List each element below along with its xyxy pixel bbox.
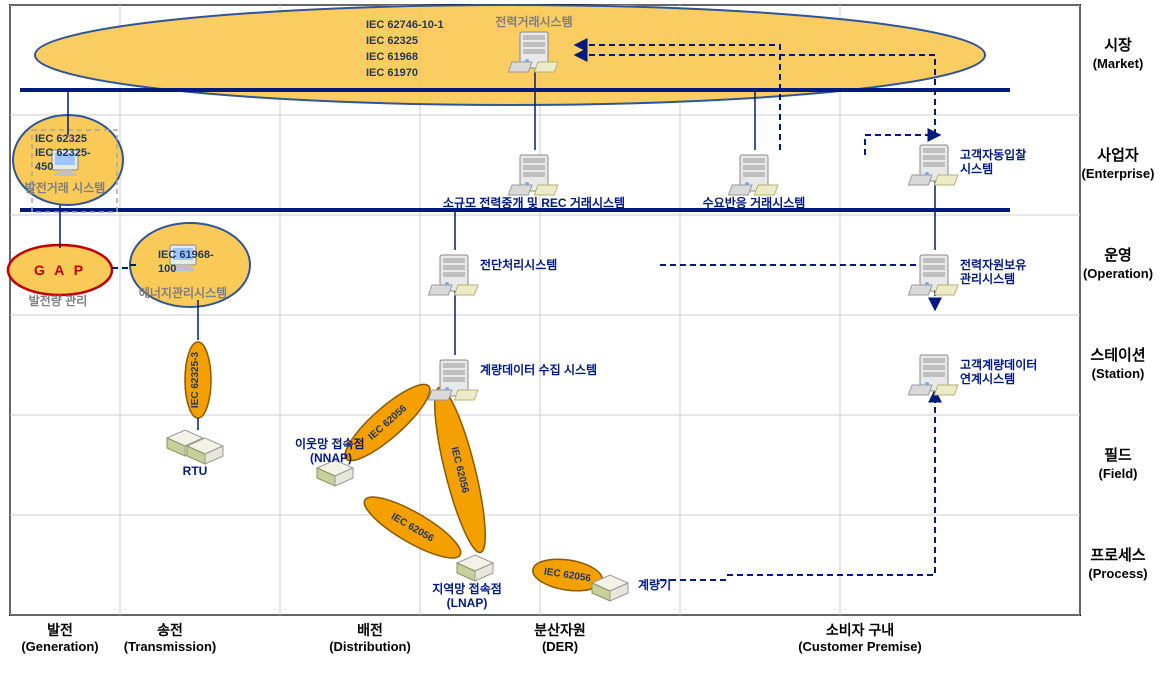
row-label-en: (Field) bbox=[1099, 466, 1138, 481]
server-label: 고객계량데이터 bbox=[960, 357, 1037, 372]
svg-text:IEC 62325-3: IEC 62325-3 bbox=[190, 351, 201, 408]
col-label-en: (Generation) bbox=[21, 639, 98, 654]
meter-label: 계량기 bbox=[638, 577, 671, 592]
nnap-label2: (NNAP) bbox=[310, 451, 352, 465]
server-cust_bid: 고객자동입찰시스템 bbox=[908, 145, 1026, 185]
enterprise-iec-line: IEC 62325- bbox=[35, 147, 91, 159]
energy-mgmt-label: 에너지관리시스템 bbox=[139, 285, 227, 300]
market-iec-line: IEC 62746-10-1 bbox=[366, 19, 444, 31]
row-label: 스테이션 bbox=[1090, 347, 1145, 364]
row-label: 운영 bbox=[1104, 246, 1132, 264]
gen-trade-label: 발전거래 시스템 bbox=[25, 180, 106, 195]
row-label: 필드 bbox=[1104, 446, 1132, 464]
row-label-en: (Process) bbox=[1088, 566, 1147, 581]
row-label: 사업자 bbox=[1097, 147, 1139, 164]
lnap-label2: (LNAP) bbox=[447, 596, 488, 610]
operation-iec-line: 100 bbox=[158, 263, 176, 275]
col-label-en: (DER) bbox=[542, 639, 578, 654]
operation-iec-line: IEC 61968- bbox=[158, 249, 214, 261]
server-res_mgmt: 전력자원보유관리시스템 bbox=[908, 255, 1026, 295]
col-label-en: (Transmission) bbox=[124, 639, 216, 654]
rtu-node: RTU bbox=[167, 430, 223, 478]
col-label-en: (Customer Premise) bbox=[798, 639, 922, 654]
lnap-node: 지역망 접속점(LNAP) bbox=[432, 555, 502, 610]
row-label-en: (Operation) bbox=[1083, 266, 1153, 281]
iec-62056-pill: IEC 62056 bbox=[357, 487, 467, 568]
col-label: 배전 bbox=[357, 622, 383, 638]
server-icon bbox=[428, 360, 478, 400]
server-small_rec: 소규모 전력중개 및 REC 거래시스템 bbox=[443, 155, 625, 210]
market-iec-line: IEC 61970 bbox=[366, 67, 418, 79]
server-label2: 연계시스템 bbox=[960, 371, 1015, 386]
row-label-en: (Station) bbox=[1092, 366, 1145, 381]
nnap-label: 이웃망 접속점 bbox=[295, 436, 365, 451]
server-label: 수요반응 거래시스템 bbox=[703, 195, 806, 210]
server-meter_collect: 계량데이터 수집 시스템 bbox=[428, 360, 597, 400]
row-label-en: (Market) bbox=[1093, 56, 1144, 71]
server-label: 소규모 전력중개 및 REC 거래시스템 bbox=[443, 195, 625, 210]
server-icon bbox=[728, 155, 778, 195]
server-label2: 관리시스템 bbox=[960, 271, 1015, 286]
iec-62325-3-pill: IEC 62325-3 bbox=[185, 342, 211, 418]
server-icon bbox=[908, 145, 958, 185]
server-label2: 시스템 bbox=[960, 161, 993, 176]
row-label: 프로세스 bbox=[1090, 547, 1145, 564]
server-preproc: 전단처리시스템 bbox=[428, 255, 557, 295]
server-label: 전력자원보유 bbox=[960, 257, 1026, 272]
market-iec-line: IEC 62325 bbox=[366, 35, 418, 47]
col-label-en: (Distribution) bbox=[329, 639, 411, 654]
enterprise-iec-line: IEC 62325 bbox=[35, 133, 87, 145]
server-icon bbox=[908, 255, 958, 295]
server-cust_meter: 고객계량데이터연계시스템 bbox=[908, 355, 1037, 395]
server-icon bbox=[508, 155, 558, 195]
server-icon bbox=[908, 355, 958, 395]
server-label: 계량데이터 수집 시스템 bbox=[480, 362, 597, 377]
lnap-label: 지역망 접속점 bbox=[432, 581, 502, 596]
server-label: 전단처리시스템 bbox=[480, 257, 557, 272]
col-label: 발전 bbox=[47, 622, 73, 638]
gen-mgmt-label: 발전량 관리 bbox=[29, 293, 88, 308]
gap-label: G A P bbox=[34, 262, 86, 278]
market-iec-line: IEC 61968 bbox=[366, 51, 418, 63]
server-label: 전력거래시스템 bbox=[495, 14, 572, 29]
row-label: 시장 bbox=[1104, 36, 1132, 54]
row-label-en: (Enterprise) bbox=[1082, 166, 1155, 181]
gen-mgmt-node: 발전량 관리 bbox=[29, 293, 88, 308]
col-label: 소비자 구내 bbox=[826, 622, 894, 638]
server-demand: 수요반응 거래시스템 bbox=[703, 155, 806, 210]
meter-node: 계량기 bbox=[592, 575, 671, 601]
col-label: 분산자원 bbox=[534, 622, 586, 638]
enterprise-iec-line: 450 bbox=[35, 161, 53, 173]
server-icon bbox=[428, 255, 478, 295]
dashed-connector bbox=[727, 390, 935, 575]
col-label: 송전 bbox=[157, 622, 183, 638]
server-label: 고객자동입찰 bbox=[960, 147, 1026, 162]
rtu-label: RTU bbox=[183, 464, 208, 478]
device-icon bbox=[457, 555, 493, 581]
